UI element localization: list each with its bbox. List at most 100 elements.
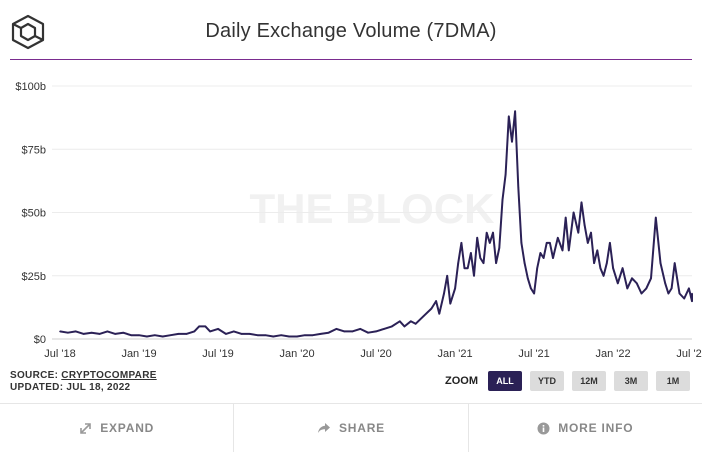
data-point — [296, 335, 298, 338]
data-point — [520, 242, 523, 244]
data-point — [460, 242, 463, 244]
data-point — [631, 277, 633, 280]
updated-date: UPDATED: JUL 18, 2022 — [10, 382, 131, 393]
data-point — [552, 257, 554, 259]
expand-button[interactable]: EXPAND — [0, 404, 233, 452]
data-point — [527, 277, 529, 280]
data-point — [312, 334, 314, 337]
data-point — [673, 262, 676, 264]
data-point — [495, 262, 497, 264]
watermark-text: THE BLOCK — [250, 185, 495, 232]
data-point — [177, 333, 180, 335]
x-tick-label-8: Jul '22 — [676, 348, 702, 360]
data-point — [533, 292, 535, 295]
data-point — [517, 186, 520, 188]
share-button[interactable]: SHARE — [233, 404, 467, 452]
data-point — [577, 231, 580, 234]
zoom-controls: ZOOM ALL YTD 12M 3M 1M — [445, 371, 690, 391]
data-point — [590, 231, 592, 234]
data-point — [557, 237, 559, 239]
data-point — [583, 224, 586, 226]
title-divider — [10, 59, 692, 60]
data-point — [564, 216, 567, 219]
data-point — [130, 334, 132, 337]
data-point — [542, 257, 545, 259]
data-point — [256, 334, 259, 337]
x-tick-label-2: Jul '19 — [202, 348, 233, 360]
zoom-ytd-button[interactable]: YTD — [530, 371, 564, 391]
data-point — [473, 275, 475, 277]
x-tick-label-0: Jul '18 — [44, 348, 75, 360]
data-point — [264, 334, 267, 337]
chart-title: Daily Exchange Volume (7DMA) — [205, 20, 497, 42]
data-point — [454, 287, 456, 290]
data-point — [169, 334, 172, 337]
zoom-1m-button[interactable]: 1M — [656, 371, 690, 391]
data-point — [617, 282, 619, 285]
data-point — [240, 333, 243, 335]
footer-actions: EXPAND SHARE MORE INFO — [0, 403, 702, 452]
data-point — [438, 312, 441, 315]
data-point — [217, 328, 219, 330]
data-point — [193, 330, 196, 333]
share-icon — [317, 423, 330, 433]
data-point — [678, 292, 681, 295]
data-point — [466, 267, 469, 269]
data-point — [233, 330, 235, 333]
data-point — [343, 330, 346, 333]
volume-line-chart: THE BLOCK $0 $25b $50b $75b $100b Jul '18 Jan '… — [15, 81, 702, 360]
data-point — [280, 334, 283, 337]
source-prefix: SOURCE: — [10, 370, 62, 381]
data-point — [204, 325, 207, 328]
x-tick-label-6: Jul '21 — [518, 348, 549, 360]
the-block-logo[interactable] — [10, 14, 46, 50]
data-point — [568, 249, 570, 252]
y-tick-label-0: $0 — [34, 334, 46, 346]
data-point — [198, 325, 200, 328]
data-point — [640, 292, 643, 295]
data-point — [410, 320, 412, 323]
data-point — [476, 237, 479, 239]
source-block: SOURCE: CRYPTOCOMPARE UPDATED: JUL 18, 2… — [10, 370, 157, 394]
data-point — [359, 328, 362, 330]
data-point — [596, 249, 599, 252]
data-point — [154, 334, 156, 337]
zoom-12m-button[interactable]: 12M — [572, 371, 606, 391]
data-point — [549, 242, 551, 244]
data-point — [485, 231, 488, 234]
data-point — [688, 287, 690, 290]
data-point — [645, 287, 648, 290]
zoom-3m-button[interactable]: 3M — [614, 371, 648, 391]
share-label: SHARE — [338, 421, 385, 435]
data-point — [457, 262, 460, 264]
data-point — [161, 335, 164, 338]
data-point — [67, 331, 69, 334]
data-point — [636, 282, 638, 285]
data-point — [106, 330, 109, 333]
x-tick-label-5: Jan '21 — [437, 348, 472, 360]
source-link[interactable]: CRYPTOCOMPARE — [61, 370, 157, 381]
zoom-label: ZOOM — [445, 375, 478, 387]
data-point — [587, 242, 589, 244]
data-point — [580, 201, 583, 204]
data-point — [650, 277, 652, 280]
data-point — [430, 307, 433, 310]
data-point — [248, 333, 251, 335]
data-point — [98, 333, 101, 335]
data-point — [508, 115, 510, 118]
series-line-0 — [59, 110, 693, 338]
data-point — [319, 333, 322, 335]
data-point — [504, 173, 507, 176]
data-point — [59, 330, 61, 333]
data-point — [414, 323, 417, 325]
data-point — [435, 300, 437, 302]
data-point — [523, 262, 526, 264]
data-point — [463, 267, 466, 269]
more-info-button[interactable]: MORE INFO — [467, 404, 702, 452]
zoom-all-button[interactable]: ALL — [488, 371, 522, 391]
data-point — [383, 328, 385, 330]
data-point — [691, 297, 693, 300]
data-point — [185, 333, 188, 335]
x-tick-label-1: Jan '19 — [121, 348, 156, 360]
info-icon — [537, 422, 550, 434]
